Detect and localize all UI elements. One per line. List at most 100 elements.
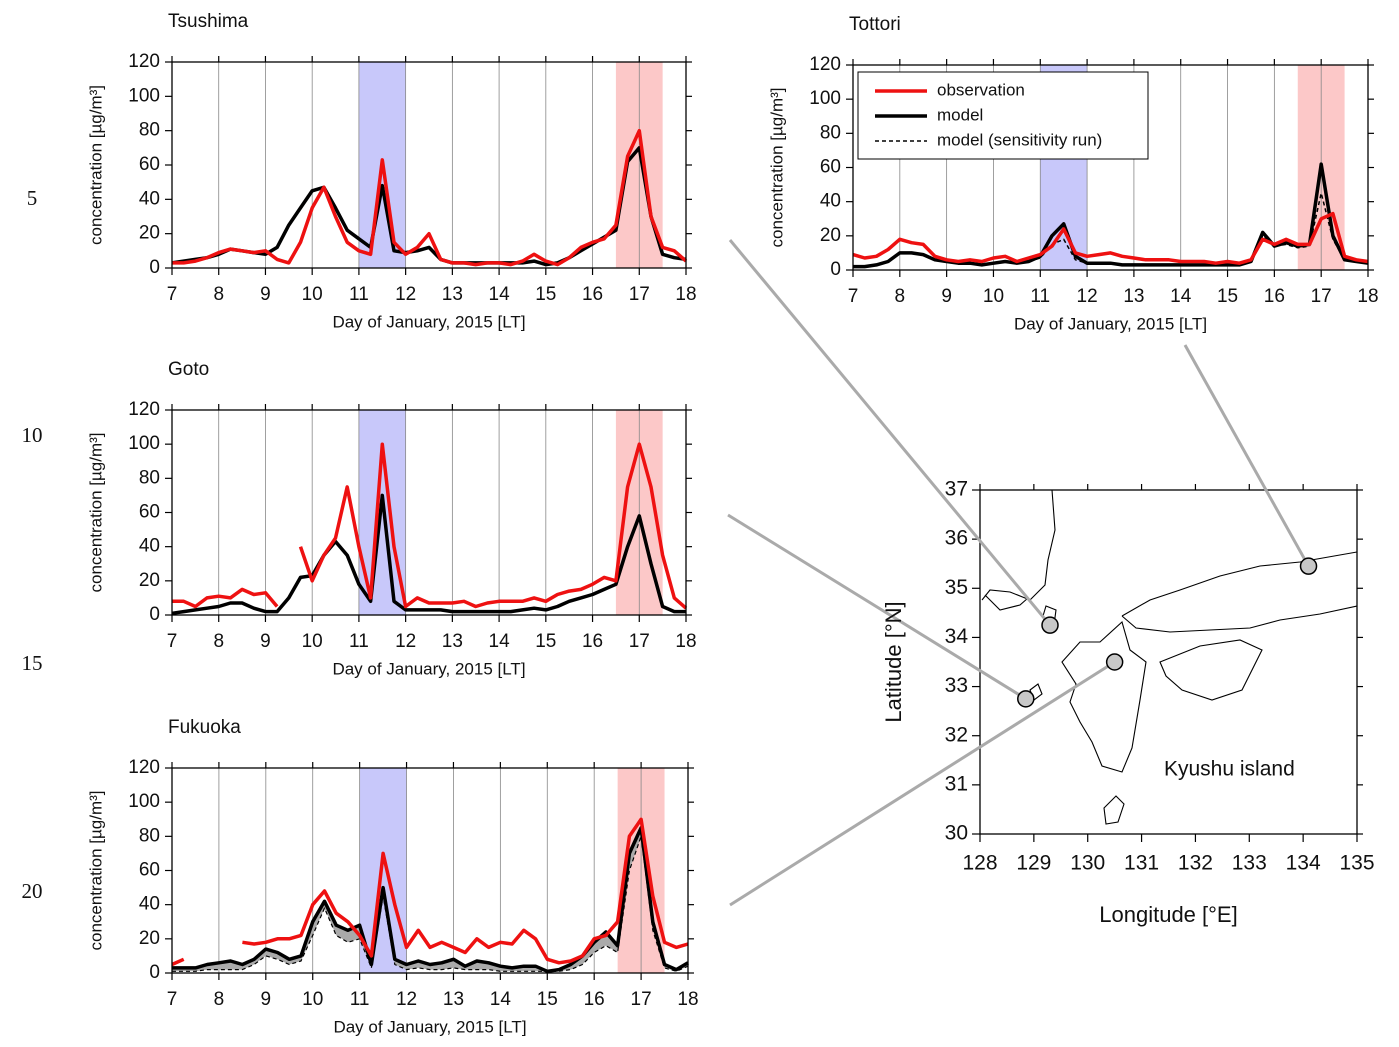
- x-tick-label: 12: [1077, 286, 1098, 307]
- x-tick-label: 9: [260, 631, 271, 652]
- y-axis-label: concentration [µg/m³]: [86, 432, 105, 592]
- x-tick-label: 18: [675, 631, 696, 652]
- y-tick-label: 100: [128, 791, 160, 812]
- y-tick-label: 120: [128, 757, 160, 778]
- x-tick-label: 131: [1124, 852, 1159, 875]
- x-tick-label: 17: [631, 989, 652, 1010]
- series-line: [172, 128, 688, 267]
- x-tick-label: 18: [1357, 286, 1378, 307]
- x-tick-label: 133: [1232, 852, 1267, 875]
- line-number: 15: [22, 651, 43, 675]
- y-axis-label: concentration [µg/m³]: [86, 790, 105, 950]
- series-line: [852, 211, 1369, 265]
- y-tick-label: 36: [945, 527, 968, 550]
- x-tick-label: 18: [675, 284, 696, 305]
- line-number: 10: [22, 423, 43, 447]
- x-tick-label: 7: [167, 631, 178, 652]
- y-tick-label: 40: [139, 188, 160, 209]
- x-axis-label: Longitude [°E]: [1099, 902, 1237, 927]
- connector-line: [727, 513, 1027, 701]
- y-tick-label: 20: [820, 225, 841, 246]
- x-tick-label: 10: [983, 286, 1004, 307]
- x-tick-label: 14: [1170, 286, 1192, 307]
- x-tick-label: 134: [1286, 852, 1321, 875]
- y-tick-label: 32: [945, 723, 968, 746]
- y-tick-label: 0: [830, 259, 841, 280]
- site-marker: [1299, 557, 1318, 575]
- x-tick-label: 9: [260, 284, 271, 305]
- y-tick-label: 20: [139, 223, 160, 244]
- site-marker: [1017, 690, 1035, 708]
- y-tick-label: 0: [149, 604, 160, 625]
- coastline: [1103, 795, 1125, 825]
- series-line: [171, 146, 687, 267]
- connector-line: [729, 660, 1116, 907]
- plot-frame: [979, 489, 1358, 835]
- y-tick-label: 100: [128, 433, 160, 454]
- x-tick-label: 11: [349, 631, 369, 652]
- x-tick-label: 11: [1030, 286, 1050, 307]
- series-line: [172, 835, 689, 972]
- series-line: [853, 162, 1369, 269]
- chart-title: Goto: [168, 359, 209, 380]
- x-tick-label: 7: [848, 286, 859, 307]
- y-tick-label: 0: [149, 257, 160, 278]
- series-line: [171, 817, 689, 967]
- plot-frame: [171, 409, 687, 616]
- x-tick-label: 16: [582, 631, 603, 652]
- coastline: [1061, 620, 1147, 773]
- site-marker: [1041, 616, 1059, 634]
- y-tick-label: 80: [820, 122, 841, 143]
- x-tick-label: 13: [1123, 286, 1144, 307]
- y-tick-label: 100: [809, 88, 841, 109]
- x-tick-label: 129: [1016, 852, 1051, 875]
- chart-title: Fukuoka: [168, 717, 241, 738]
- chart-title: Tsushima: [168, 11, 249, 32]
- series-line: [853, 192, 1369, 268]
- plot-frame: [171, 767, 689, 974]
- y-tick-label: 100: [128, 85, 160, 106]
- plot-frame: [171, 61, 687, 269]
- line-number: 20: [22, 879, 43, 903]
- y-tick-label: 60: [820, 157, 841, 178]
- y-tick-label: 40: [820, 191, 841, 212]
- coastline: [1121, 551, 1357, 633]
- series-line: [171, 493, 686, 616]
- x-tick-label: 17: [1311, 286, 1332, 307]
- x-tick-label: 8: [895, 286, 906, 307]
- y-tick-label: 120: [128, 399, 160, 420]
- y-tick-label: 80: [139, 467, 160, 488]
- y-tick-label: 20: [139, 570, 160, 591]
- x-tick-label: 130: [1070, 852, 1105, 875]
- x-tick-label: 12: [396, 989, 417, 1010]
- y-tick-label: 20: [139, 928, 160, 949]
- x-tick-label: 16: [584, 989, 605, 1010]
- y-tick-label: 0: [149, 962, 160, 983]
- y-tick-label: 60: [139, 154, 160, 175]
- x-tick-label: 128: [962, 852, 997, 875]
- x-tick-label: 17: [629, 284, 650, 305]
- x-tick-label: 16: [582, 284, 603, 305]
- x-tick-label: 12: [395, 631, 416, 652]
- y-axis-label: concentration [µg/m³]: [767, 87, 786, 247]
- y-axis-label: Latitude [°N]: [881, 601, 906, 722]
- y-axis-label: concentration [µg/m³]: [86, 85, 105, 245]
- x-tick-label: 12: [395, 284, 416, 305]
- series-line: [172, 826, 689, 974]
- legend-label: observation: [937, 80, 1025, 99]
- y-tick-label: 60: [139, 860, 160, 881]
- x-tick-label: 15: [537, 989, 558, 1010]
- y-tick-label: 33: [945, 674, 968, 697]
- x-tick-label: 16: [1264, 286, 1285, 307]
- coastline: [1159, 639, 1263, 701]
- y-tick-label: 80: [139, 120, 160, 141]
- x-tick-label: 18: [677, 989, 698, 1010]
- y-tick-label: 80: [139, 825, 160, 846]
- x-tick-label: 17: [629, 631, 650, 652]
- legend-label: model (sensitivity run): [937, 130, 1102, 149]
- y-tick-label: 35: [945, 576, 968, 599]
- x-tick-label: 14: [489, 631, 511, 652]
- legend-label: model: [937, 105, 983, 124]
- x-tick-label: 8: [213, 284, 224, 305]
